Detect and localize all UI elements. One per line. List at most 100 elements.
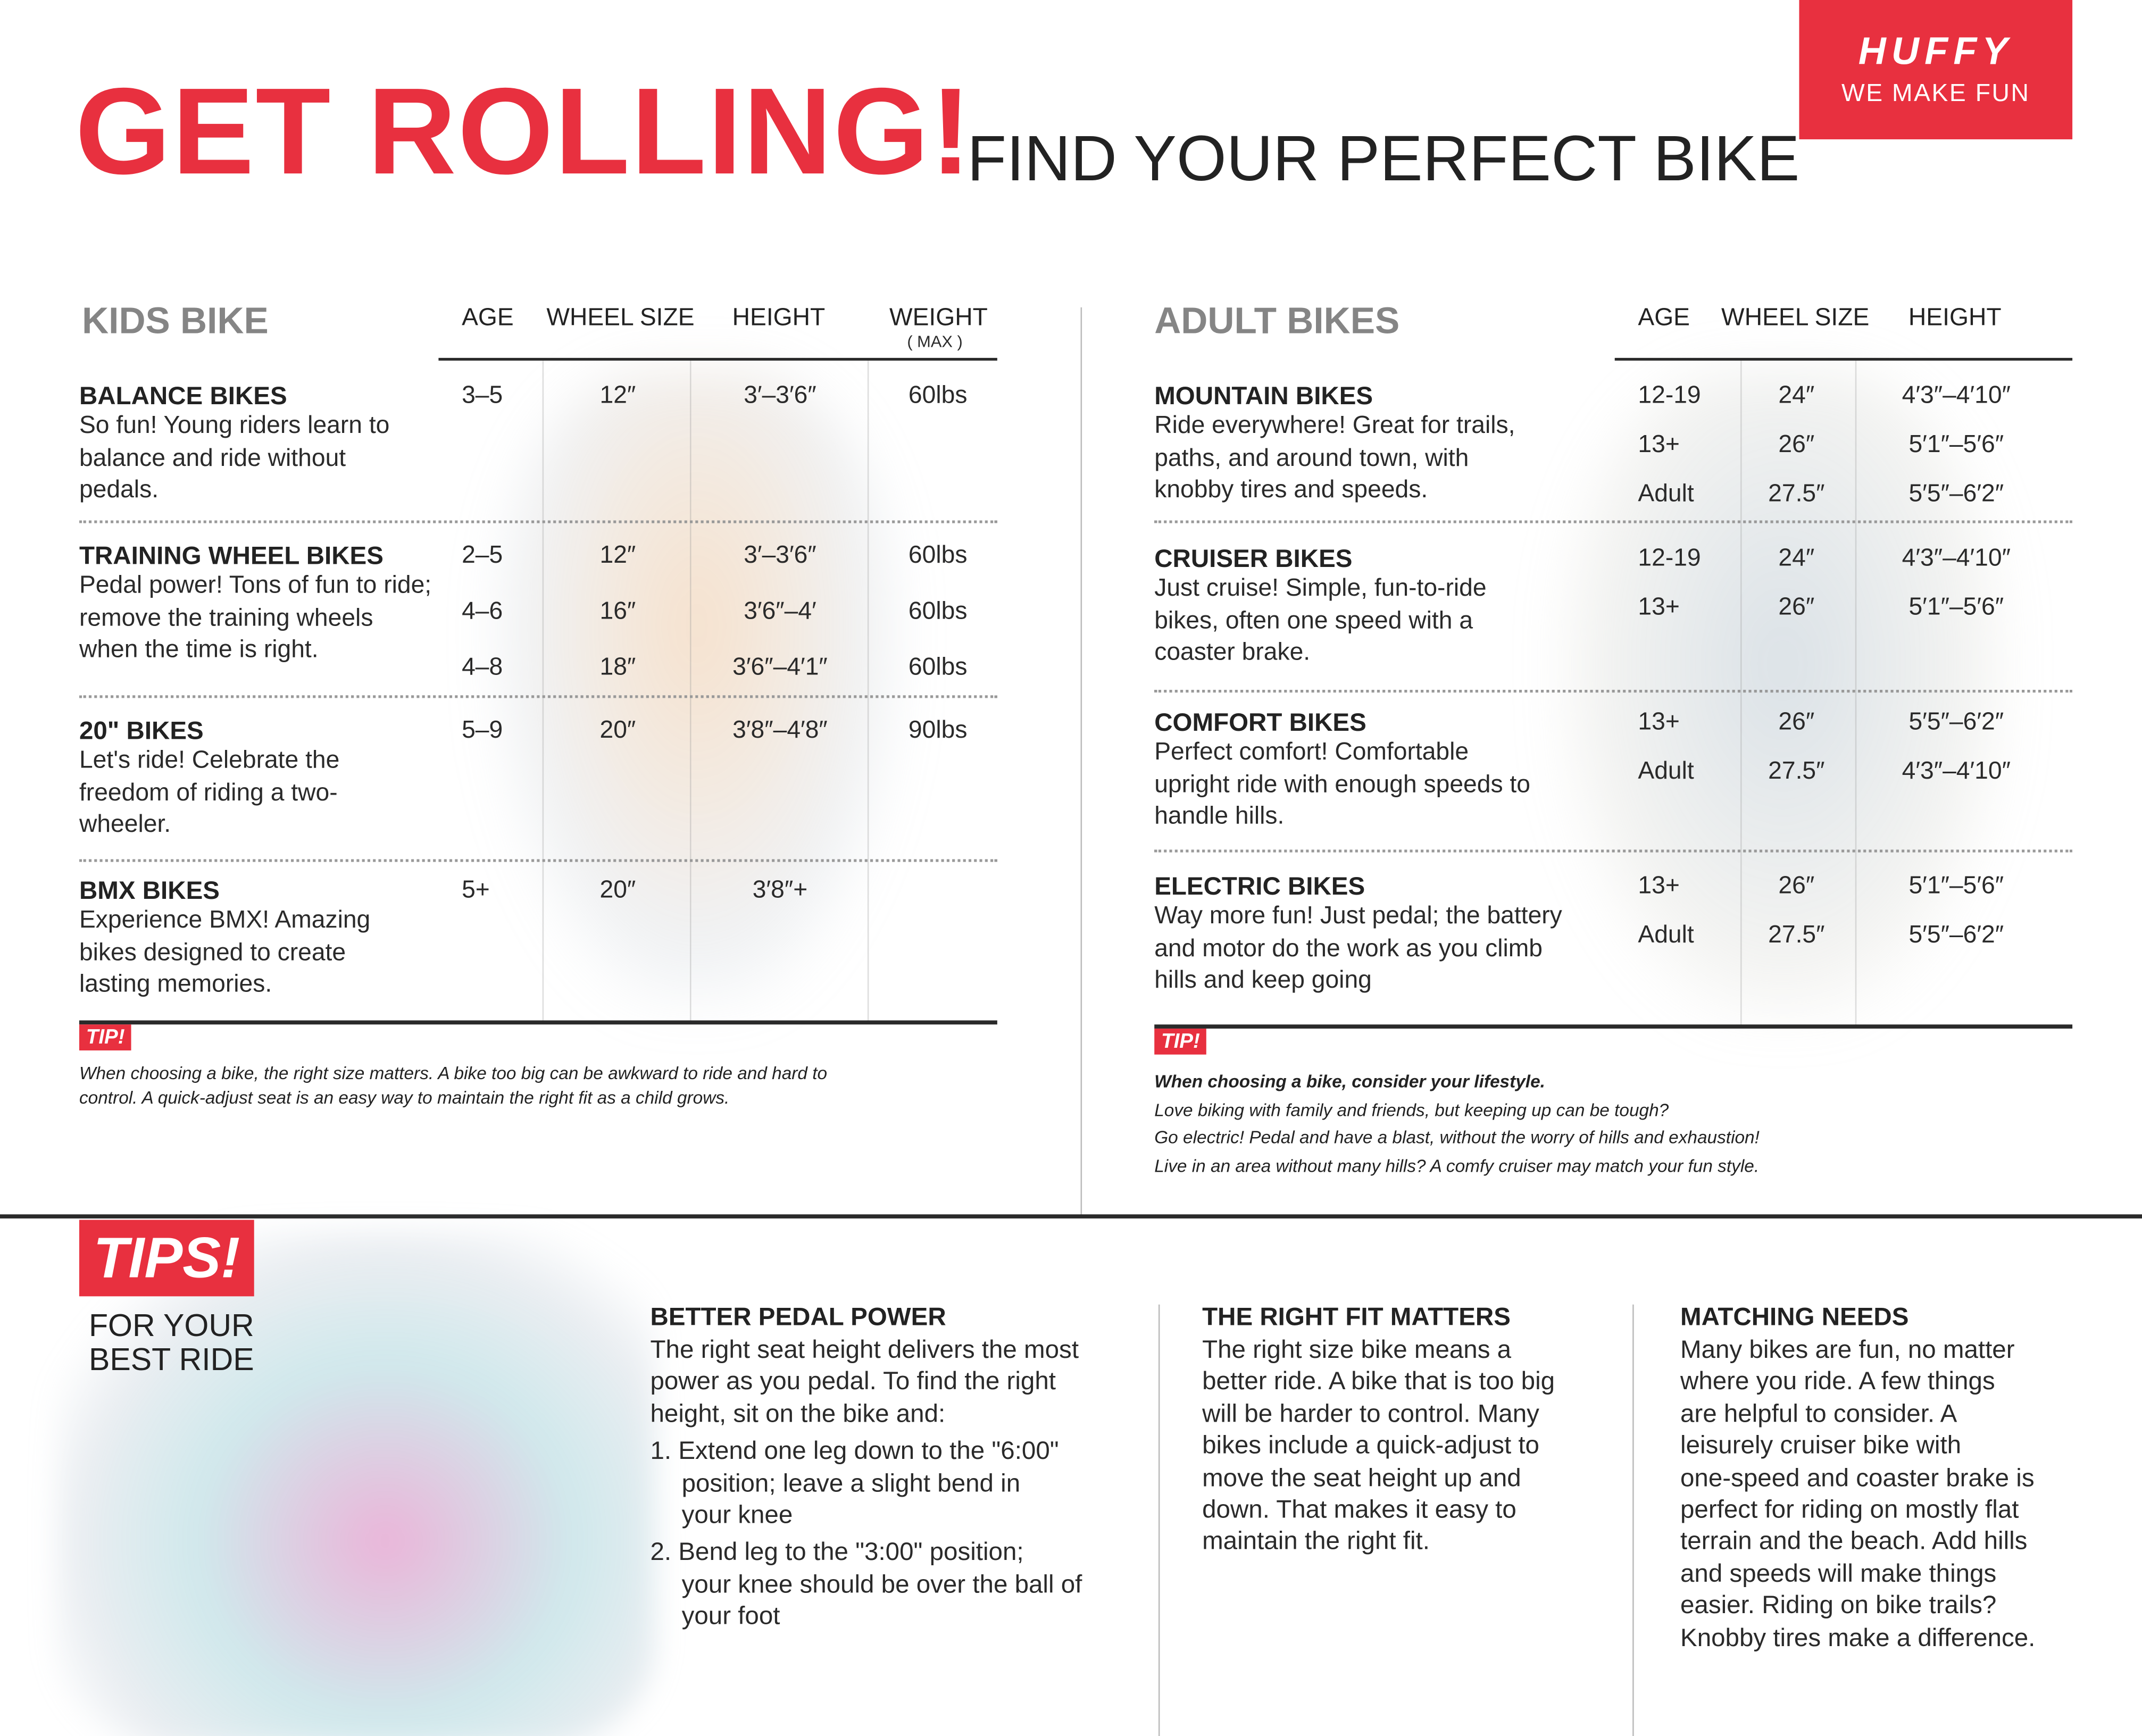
tip-column-body: The right seat height delivers the most p… (651, 1333, 1082, 1632)
kids-heading: KIDS BIKE (82, 301, 269, 342)
tips-badge: TIPS! (79, 1220, 254, 1297)
tip-line: are helpful to consider. A (1680, 1398, 1957, 1428)
tip-step-line: your foot (681, 1601, 780, 1630)
adult-header-rule (1614, 357, 2073, 361)
tip-line: easier. Riding on bike trails? (1680, 1590, 1997, 1620)
kids-tip-badge: TIP! (79, 1024, 132, 1051)
kids-weight-value: 60lbs (908, 381, 968, 408)
tip-step-line: your knee (681, 1500, 793, 1529)
tip-line: leisurely cruiser bike with (1680, 1430, 1962, 1459)
adult-col-wheel: WHEEL SIZE (1721, 303, 1870, 331)
row-divider (79, 695, 997, 698)
tip-step-line: 2. Bend leg to the "3:00" position; (650, 1537, 1024, 1566)
kids-header-rule (438, 357, 997, 361)
tips-subtitle: FOR YOUR BEST RIDE (89, 1308, 254, 1376)
adult-age-value: Adult (1638, 921, 1694, 948)
adult-height-value: 5′5″–6′2″ (1908, 479, 2004, 507)
tip-line: where you ride. A few things (1680, 1366, 1995, 1396)
adult-tip-text: When choosing a bike, consider your life… (1154, 1068, 1760, 1180)
kids-weight-value: 60lbs (908, 597, 968, 624)
tip-line: The right size bike means a (1202, 1334, 1512, 1364)
tip-line: Knobby tires make a difference. (1680, 1622, 2036, 1651)
adult-height-value: 5′5″–6′2″ (1908, 707, 2004, 735)
adult-wheel-value: 27.5″ (1768, 756, 1825, 784)
row-description: Experience BMX! Amazing bikes designed t… (79, 905, 371, 997)
column-divider (1740, 361, 1742, 1026)
logo-brand: HUFFY (1858, 30, 2013, 73)
adult-age-value: 12-19 (1638, 381, 1701, 408)
adult-col-height: HEIGHT (1908, 303, 2002, 331)
kids-wheel-value: 16″ (599, 597, 636, 624)
kids-wheel-value: 20″ (599, 875, 636, 903)
adult-height-value: 4′3″–4′10″ (1902, 756, 2011, 784)
row-title: TRAINING WHEEL BIKES (79, 541, 384, 570)
adult-heading: ADULT BIKES (1154, 301, 1400, 342)
tip-line: Go electric! Pedal and have a blast, wit… (1154, 1126, 1760, 1148)
tip-line: When choosing a bike, the right size mat… (79, 1063, 828, 1083)
row-description: Pedal power! Tons of fun to ride; remove… (79, 571, 432, 663)
kid-on-bike-photo (491, 369, 902, 1011)
kids-weight-note: ( MAX ) (907, 332, 963, 352)
kids-height-value: 3′8″–4′8″ (732, 715, 828, 744)
row-description: Perfect comfort! Comfortable upright rid… (1154, 737, 1530, 829)
adult-age-value: 13+ (1638, 707, 1680, 735)
row-description: Let's ride! Celebrate the freedom of rid… (79, 746, 340, 838)
row-divider (1154, 520, 2073, 523)
tip-line: When choosing a bike, consider your life… (1154, 1071, 1545, 1092)
tip-line: terrain and the beach. Add hills (1680, 1526, 2028, 1555)
kids-height-value: 3′8″+ (752, 875, 808, 903)
row-divider (79, 520, 997, 523)
tip-line: move the seat height up and (1202, 1462, 1521, 1491)
tip-line: power as you pedal. To find the right (650, 1366, 1056, 1396)
tip-column-title: BETTER PEDAL POWER (650, 1301, 946, 1331)
page-title: GET ROLLING! (75, 64, 973, 201)
adult-height-value: 5′1″–5′6″ (1908, 430, 2004, 458)
row-description: Way more fun! Just pedal; the battery an… (1154, 902, 1562, 994)
tip-line: down. That makes it easy to (1202, 1494, 1516, 1523)
adult-age-value: 13+ (1638, 871, 1680, 899)
tips-subtitle-line: BEST RIDE (88, 1341, 254, 1377)
adult-wheel-value: 27.5″ (1768, 921, 1825, 948)
column-divider (689, 361, 691, 1022)
tip-line: and speeds will make things (1680, 1558, 1997, 1587)
row-description: Ride everywhere! Great for trails, paths… (1154, 411, 1515, 503)
tip-step-line: position; leave a slight bend in (681, 1467, 1021, 1497)
tip-line: Many bikes are fun, no matter (1680, 1334, 2015, 1364)
tip-line: height, sit on the bike and: (650, 1398, 946, 1428)
kids-col-wheel: WHEEL SIZE (546, 303, 695, 331)
adult-age-value: Adult (1638, 756, 1694, 784)
adult-bottom-rule (1154, 1024, 2073, 1029)
kids-weight-value: 60lbs (908, 541, 968, 569)
tip-line: control. A quick-adjust seat is an easy … (79, 1087, 730, 1108)
tip-step: 1. Extend one leg down to the "6:00" posi… (651, 1434, 1082, 1530)
tip-line: bikes include a quick-adjust to (1202, 1430, 1539, 1459)
kids-age-value: 5+ (462, 875, 490, 903)
kids-age-value: 2–5 (462, 541, 503, 569)
adult-height-value: 5′1″–5′6″ (1908, 592, 2004, 621)
kids-weight-value: 60lbs (908, 653, 968, 681)
kids-height-value: 3′6″–4′ (744, 597, 816, 624)
tip-line: Love biking with family and friends, but… (1154, 1099, 1669, 1120)
kids-weight-value: 90lbs (908, 715, 968, 744)
row-description: Just cruise! Simple, fun-to-ride bikes, … (1154, 573, 1487, 665)
row-title: MOUNTAIN BIKES (1154, 381, 1373, 410)
tip-line: one-speed and coaster brake is (1680, 1462, 2035, 1491)
tip-line: perfect for riding on mostly flat (1680, 1494, 2019, 1523)
row-description: So fun! Young riders learn to balance an… (79, 411, 390, 503)
tip-line: maintain the right fit. (1202, 1526, 1430, 1555)
section-divider (1080, 307, 1082, 1216)
adult-wheel-value: 26″ (1778, 871, 1815, 899)
adult-wheel-value: 26″ (1778, 430, 1815, 458)
kids-wheel-value: 12″ (599, 541, 636, 569)
kids-wheel-value: 20″ (599, 715, 636, 744)
kids-wheel-value: 18″ (599, 653, 636, 681)
kids-tip-text: When choosing a bike, the right size mat… (79, 1062, 827, 1111)
adult-wheel-value: 24″ (1778, 381, 1815, 408)
kids-height-value: 3′6″–4′1″ (732, 653, 828, 681)
logo-tagline: WE MAKE FUN (1841, 79, 2030, 107)
kids-col-height: HEIGHT (732, 303, 826, 331)
kids-age-value: 5–9 (462, 715, 503, 744)
adult-tip-badge: TIP! (1154, 1028, 1207, 1055)
tips-subtitle-line: FOR YOUR (88, 1307, 254, 1343)
